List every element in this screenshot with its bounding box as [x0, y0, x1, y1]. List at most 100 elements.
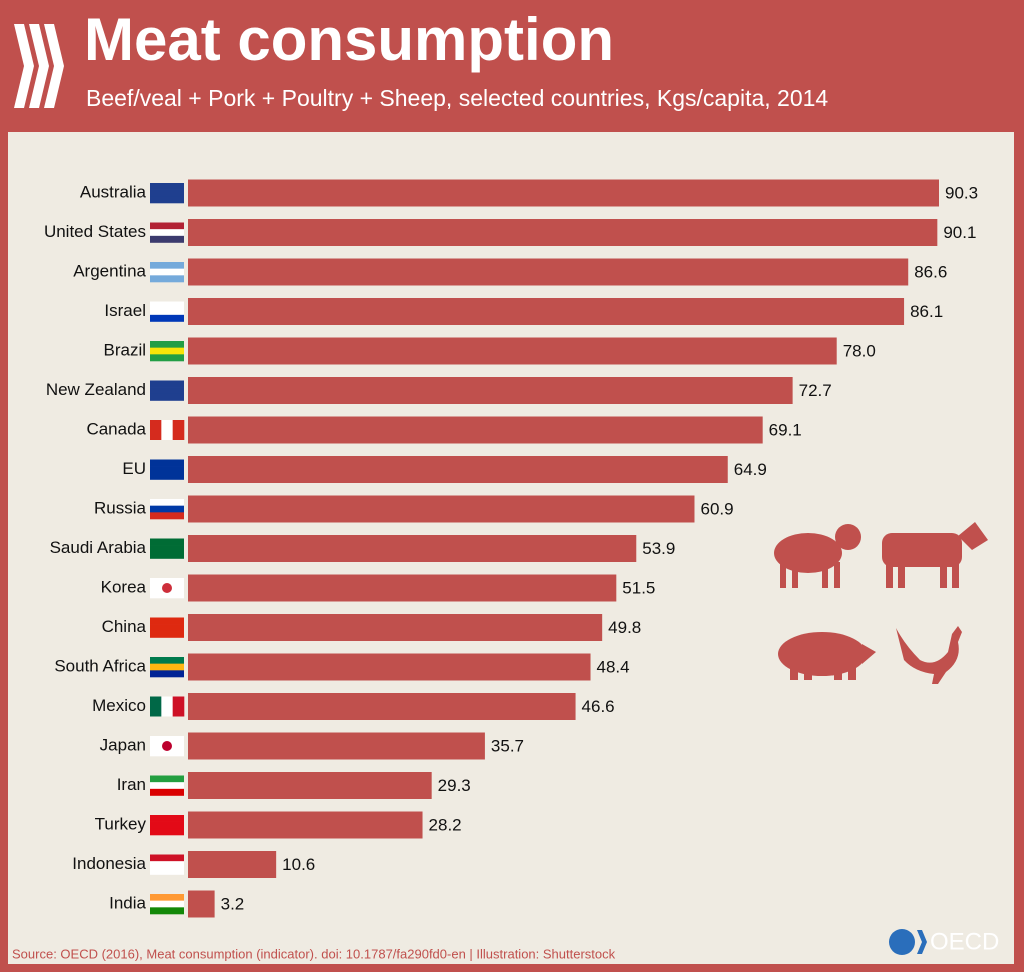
subtitle: Beef/veal + Pork + Poultry + Sheep, sele… — [86, 85, 828, 111]
flag-stripe — [150, 235, 184, 243]
flag-stripe — [150, 854, 184, 862]
bar — [188, 890, 215, 918]
flag-stripe — [150, 657, 184, 664]
category-label: India — [109, 893, 146, 912]
category-label: Korea — [101, 577, 147, 596]
flag-stripe — [150, 551, 184, 559]
bar — [188, 495, 695, 523]
flag-stripe — [150, 821, 184, 829]
flag — [150, 301, 184, 322]
header-logo — [14, 24, 64, 108]
title: Meat consumption — [84, 6, 614, 73]
flag-stripe — [150, 347, 184, 355]
source-note: Source: OECD (2016), Meat consumption (i… — [12, 946, 616, 961]
flag-stripe — [150, 459, 184, 467]
bar — [188, 298, 905, 325]
value-label: 28.2 — [429, 815, 462, 834]
flag-stripe — [150, 696, 162, 717]
value-label: 72.7 — [799, 381, 832, 400]
flag-stripe — [150, 229, 184, 237]
flag-emblem — [162, 741, 172, 751]
flag — [150, 894, 184, 915]
category-label: Russia — [94, 498, 147, 517]
flag — [150, 380, 184, 401]
flag-stripe — [150, 380, 184, 388]
flag-stripe — [150, 782, 184, 790]
flag-stripe — [150, 861, 184, 869]
bar — [188, 772, 432, 799]
value-label: 53.9 — [642, 539, 675, 558]
flag-stripe — [150, 749, 184, 757]
bar — [188, 693, 576, 720]
value-label: 51.5 — [622, 578, 655, 597]
value-label: 35.7 — [491, 736, 524, 755]
flag-stripe — [150, 545, 184, 553]
flag-stripe — [150, 354, 184, 362]
flag — [150, 578, 184, 599]
category-label: New Zealand — [46, 380, 146, 399]
flag-stripe — [150, 189, 184, 197]
flag-stripe — [161, 696, 173, 717]
oecd-logo: OECD — [889, 928, 999, 955]
category-label: Iran — [117, 775, 146, 794]
flag-stripe — [150, 196, 184, 204]
category-label: Canada — [86, 419, 146, 438]
flag-stripe — [150, 387, 184, 395]
value-label: 90.1 — [943, 223, 976, 242]
flag-stripe — [150, 499, 184, 506]
flag-stripe — [150, 538, 184, 546]
bar — [188, 456, 728, 483]
bar — [188, 535, 637, 562]
flag-stripe — [150, 262, 184, 269]
category-label: EU — [122, 459, 146, 478]
flag — [150, 538, 184, 559]
bar — [188, 416, 763, 444]
flag-stripe — [150, 420, 162, 440]
flag-stripe — [150, 867, 184, 875]
flag — [150, 222, 184, 243]
bar — [188, 258, 909, 286]
flag — [150, 420, 185, 440]
logo-text: OECD — [930, 928, 999, 955]
value-label: 86.6 — [914, 262, 947, 281]
value-label: 10.6 — [282, 855, 315, 874]
flag-stripe — [150, 591, 184, 599]
bar — [188, 219, 938, 246]
flag-stripe — [150, 341, 184, 348]
value-label: 78.0 — [843, 341, 876, 360]
flag-stripe — [172, 696, 185, 717]
value-label: 49.8 — [608, 618, 641, 637]
category-label: Brazil — [103, 340, 146, 359]
flag — [150, 459, 184, 480]
flag — [150, 262, 184, 283]
flag — [150, 696, 185, 717]
flag-stripe — [150, 183, 184, 190]
bar — [188, 614, 603, 641]
flag — [150, 617, 184, 638]
value-label: 46.6 — [582, 697, 615, 716]
value-label: 64.9 — [734, 460, 767, 479]
value-label: 69.1 — [769, 420, 802, 439]
flag — [150, 736, 184, 757]
value-label: 60.9 — [700, 499, 733, 518]
category-label: Argentina — [73, 261, 146, 280]
flag-stripe — [150, 472, 184, 480]
category-label: Israel — [104, 301, 146, 320]
flag-stripe — [150, 301, 184, 309]
flag — [150, 815, 184, 836]
flag-stripe — [172, 420, 185, 440]
flag-stripe — [150, 907, 184, 915]
flag — [150, 341, 184, 362]
flag-stripe — [150, 578, 184, 585]
flag-stripe — [150, 630, 184, 638]
flag-stripe — [150, 894, 184, 901]
category-label: Turkey — [95, 814, 147, 833]
flag-stripe — [150, 900, 184, 908]
flag — [150, 499, 184, 520]
flag-stripe — [150, 308, 184, 316]
flag-stripe — [150, 736, 184, 743]
bar — [188, 811, 423, 839]
flag — [150, 183, 184, 204]
flag-stripe — [150, 663, 184, 671]
